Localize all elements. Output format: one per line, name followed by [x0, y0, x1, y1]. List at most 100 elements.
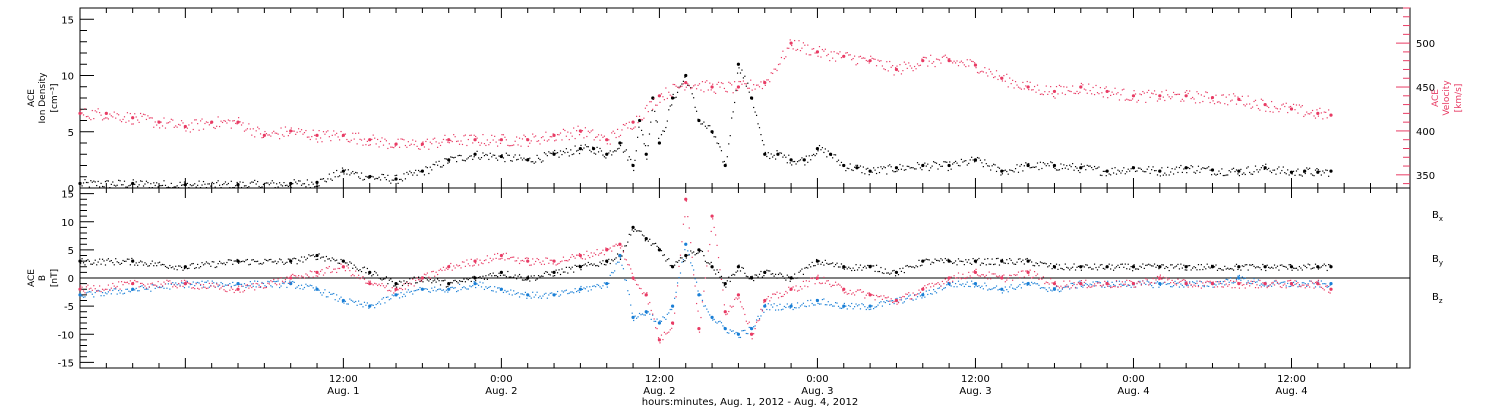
data-dot: [1228, 268, 1230, 270]
data-dot: [589, 131, 591, 134]
data-dot: [1193, 284, 1195, 286]
data-dot: [535, 135, 537, 137]
data-dot: [859, 308, 862, 310]
data-dot: [659, 101, 661, 103]
data-dot: [132, 259, 134, 261]
data-dot: [1022, 270, 1024, 272]
data-dot: [1231, 99, 1233, 101]
data-dot: [1077, 92, 1080, 95]
data-dot: [482, 275, 484, 277]
data-dot: [1098, 266, 1100, 268]
data-dot: [340, 171, 342, 173]
data-dot: [391, 294, 393, 296]
data-dot: [995, 285, 998, 287]
top-right-axis-title: ACE Velocity [km/s]: [1431, 80, 1464, 116]
data-dot: [902, 302, 904, 304]
data-dot: [640, 118, 642, 121]
data-dot: [935, 58, 938, 60]
data-dot: [703, 91, 705, 93]
data-dot: [444, 279, 446, 281]
data-dot: [619, 144, 622, 147]
data-dot: [210, 285, 212, 287]
data-dot: [845, 266, 847, 268]
data-point: [526, 276, 530, 280]
data-dot: [1009, 77, 1011, 79]
data-dot: [88, 117, 90, 119]
data-dot: [943, 55, 945, 57]
data-dot: [1162, 282, 1164, 284]
data-dot: [1162, 96, 1164, 98]
data-dot: [843, 302, 845, 305]
data-dot: [81, 185, 83, 187]
data-dot: [375, 303, 377, 306]
data-dot: [1307, 283, 1309, 285]
data-dot: [205, 261, 208, 263]
data-dot: [372, 284, 374, 286]
data-dot: [122, 259, 124, 262]
data-dot: [278, 138, 281, 140]
data-dot: [142, 185, 145, 187]
data-dot: [953, 60, 955, 62]
data-dot: [928, 259, 930, 261]
data-dot: [494, 286, 496, 288]
data-dot: [994, 164, 996, 166]
data-dot: [1319, 286, 1321, 288]
data-dot: [482, 282, 484, 284]
data-dot: [952, 163, 954, 165]
data-dot: [813, 277, 815, 279]
data-point: [526, 259, 530, 263]
data-dot: [183, 287, 186, 289]
data-dot: [903, 271, 905, 274]
data-dot: [227, 182, 229, 185]
data-point: [710, 214, 714, 218]
data-dot: [170, 182, 172, 185]
data-dot: [249, 263, 251, 265]
data-dot: [731, 330, 733, 332]
data-dot: [431, 287, 433, 289]
data-dot: [346, 265, 348, 267]
data-point: [1289, 282, 1294, 286]
data-dot: [599, 147, 601, 150]
data-dot: [295, 181, 297, 183]
data-dot: [717, 321, 720, 323]
data-dot: [1303, 171, 1305, 173]
data-point: [973, 259, 978, 263]
data-dot: [959, 283, 961, 285]
data-dot: [426, 272, 428, 274]
data-dot: [956, 162, 958, 164]
data-dot: [385, 296, 387, 298]
data-dot: [1102, 284, 1104, 286]
data-dot: [356, 268, 358, 270]
data-dot: [82, 114, 85, 116]
data-dot: [1222, 280, 1224, 283]
data-dot: [539, 143, 541, 145]
data-dot: [379, 278, 382, 280]
data-dot: [139, 282, 142, 285]
data-dot: [946, 259, 948, 261]
data-dot: [457, 265, 459, 267]
data-dot: [416, 277, 418, 279]
data-dot: [485, 275, 487, 277]
data-dot: [745, 332, 747, 335]
data-dot: [296, 276, 298, 279]
data-dot: [1301, 175, 1303, 177]
data-dot: [571, 266, 573, 268]
data-dot: [960, 260, 963, 262]
data-dot: [982, 288, 984, 290]
data-dot: [229, 289, 231, 291]
data-dot: [475, 153, 477, 155]
data-dot: [495, 291, 497, 293]
data-dot: [641, 293, 644, 295]
data-dot: [324, 272, 326, 274]
data-dot: [1278, 283, 1280, 285]
data-dot: [239, 121, 241, 123]
data-dot: [1178, 286, 1181, 288]
data-dot: [303, 286, 306, 289]
data-dot: [182, 184, 184, 186]
data-dot: [1066, 266, 1068, 268]
data-dot: [909, 265, 911, 268]
data-dot: [422, 170, 424, 172]
data-dot: [1010, 82, 1012, 85]
data-dot: [180, 280, 183, 282]
data-dot: [972, 257, 974, 260]
